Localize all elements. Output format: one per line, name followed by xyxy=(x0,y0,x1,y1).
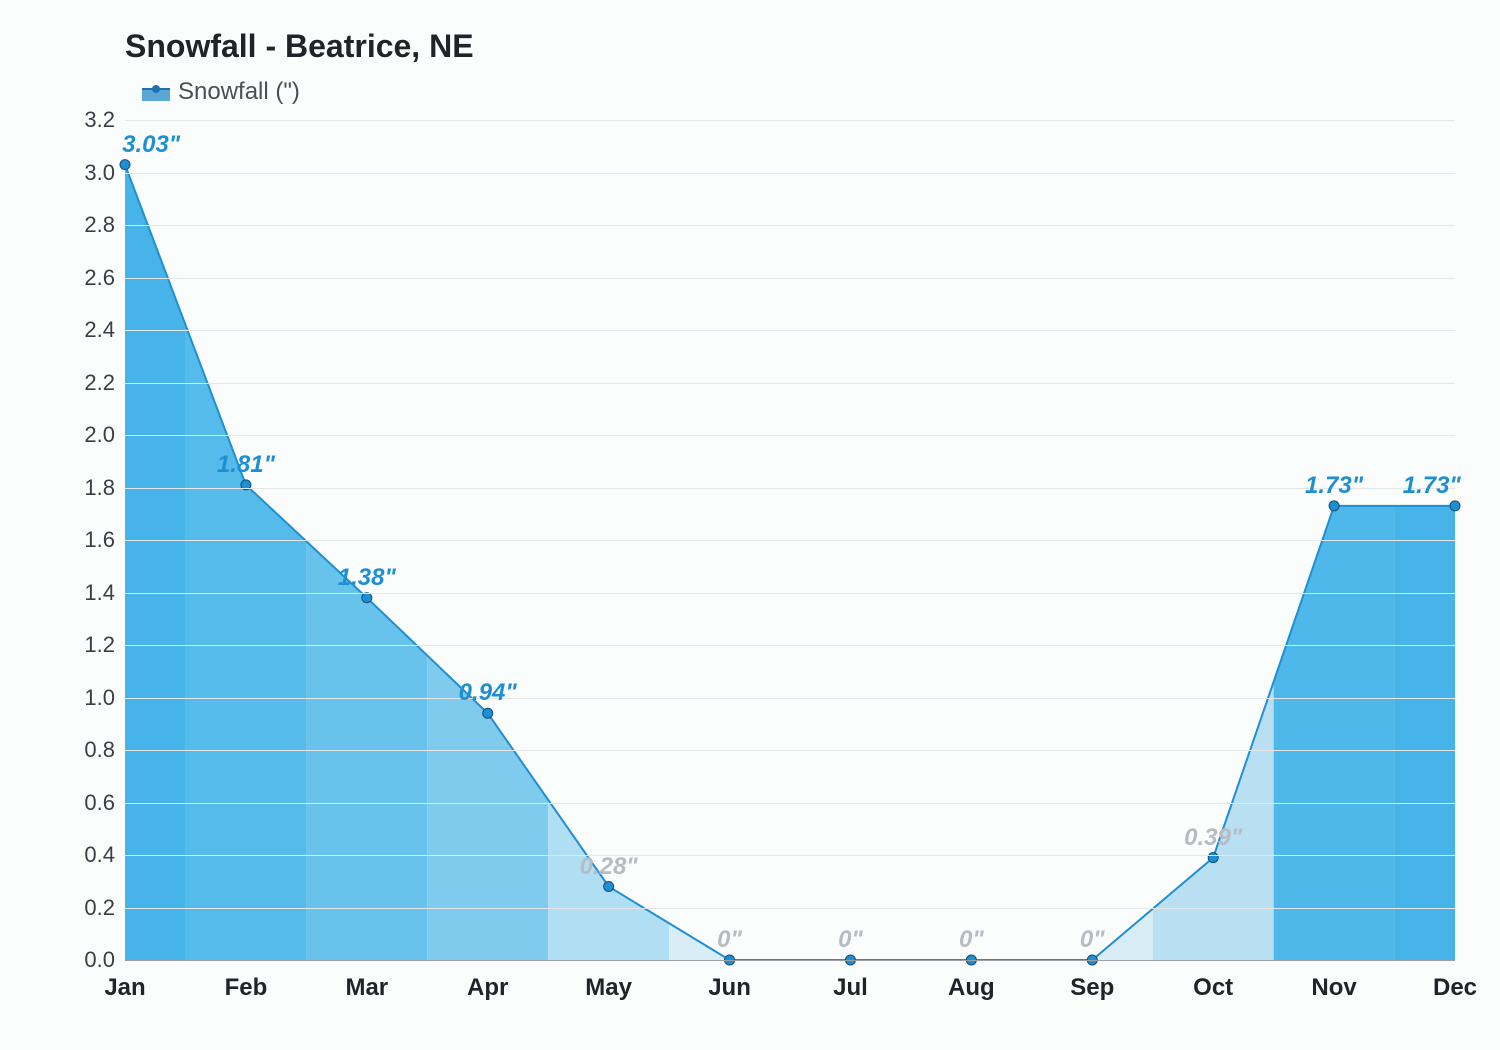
y-tick-label: 0.2 xyxy=(84,895,125,921)
y-tick-label: 1.2 xyxy=(84,632,125,658)
y-tick-label: 1.8 xyxy=(84,475,125,501)
x-tick-label: Sep xyxy=(1070,960,1114,1002)
gridline xyxy=(125,330,1455,331)
x-tick-label: May xyxy=(585,960,632,1002)
snowfall-chart: Snowfall - Beatrice, NE Snowfall (") 0.0… xyxy=(0,0,1500,1050)
chart-title: Snowfall - Beatrice, NE xyxy=(125,28,474,65)
x-tick-label: Mar xyxy=(345,960,388,1002)
x-tick-label: Aug xyxy=(948,960,995,1002)
y-tick-label: 2.4 xyxy=(84,317,125,343)
legend-label: Snowfall (") xyxy=(178,78,300,106)
x-tick-label: Jan xyxy=(104,960,145,1002)
x-tick-label: Oct xyxy=(1193,960,1233,1002)
data-marker xyxy=(483,708,493,718)
gridline xyxy=(125,383,1455,384)
y-tick-label: 2.0 xyxy=(84,422,125,448)
gridline xyxy=(125,120,1455,121)
gridline xyxy=(125,435,1455,436)
gridline xyxy=(125,278,1455,279)
y-tick-label: 1.0 xyxy=(84,685,125,711)
gridline xyxy=(125,750,1455,751)
x-tick-label: Apr xyxy=(467,960,508,1002)
area-band xyxy=(548,800,669,960)
plot-area: 0.00.20.40.60.81.01.21.41.61.82.02.22.42… xyxy=(125,120,1455,960)
y-tick-label: 3.0 xyxy=(84,160,125,186)
y-tick-label: 0.4 xyxy=(84,842,125,868)
data-marker xyxy=(1450,501,1460,511)
data-marker xyxy=(1329,501,1339,511)
area-band xyxy=(185,325,306,960)
y-tick-label: 3.2 xyxy=(84,107,125,133)
gridline xyxy=(125,803,1455,804)
chart-legend: Snowfall (") xyxy=(142,78,300,106)
area-band xyxy=(1032,909,1153,960)
x-tick-label: Jul xyxy=(833,960,868,1002)
y-tick-label: 2.8 xyxy=(84,212,125,238)
data-marker xyxy=(604,882,614,892)
data-marker xyxy=(362,593,372,603)
gridline xyxy=(125,173,1455,174)
legend-swatch xyxy=(142,83,170,101)
gridline xyxy=(125,645,1455,646)
y-tick-label: 0.6 xyxy=(84,790,125,816)
area-band xyxy=(125,165,185,960)
x-tick-label: Dec xyxy=(1433,960,1477,1002)
x-tick-label: Jun xyxy=(708,960,751,1002)
y-tick-label: 1.6 xyxy=(84,527,125,553)
area-band xyxy=(427,656,548,961)
gridline xyxy=(125,698,1455,699)
x-tick-label: Nov xyxy=(1311,960,1356,1002)
area-band xyxy=(1395,506,1455,960)
area-band xyxy=(669,923,790,960)
gridline xyxy=(125,488,1455,489)
gridline xyxy=(125,593,1455,594)
x-tick-label: Feb xyxy=(225,960,268,1002)
area-band xyxy=(1274,506,1395,960)
y-tick-label: 1.4 xyxy=(84,580,125,606)
area-band xyxy=(1153,682,1274,960)
gridline xyxy=(125,225,1455,226)
y-tick-label: 0.8 xyxy=(84,737,125,763)
gridline xyxy=(125,855,1455,856)
y-tick-label: 2.2 xyxy=(84,370,125,396)
gridline xyxy=(125,540,1455,541)
gridline xyxy=(125,908,1455,909)
y-tick-label: 2.6 xyxy=(84,265,125,291)
gridline xyxy=(125,960,1455,961)
